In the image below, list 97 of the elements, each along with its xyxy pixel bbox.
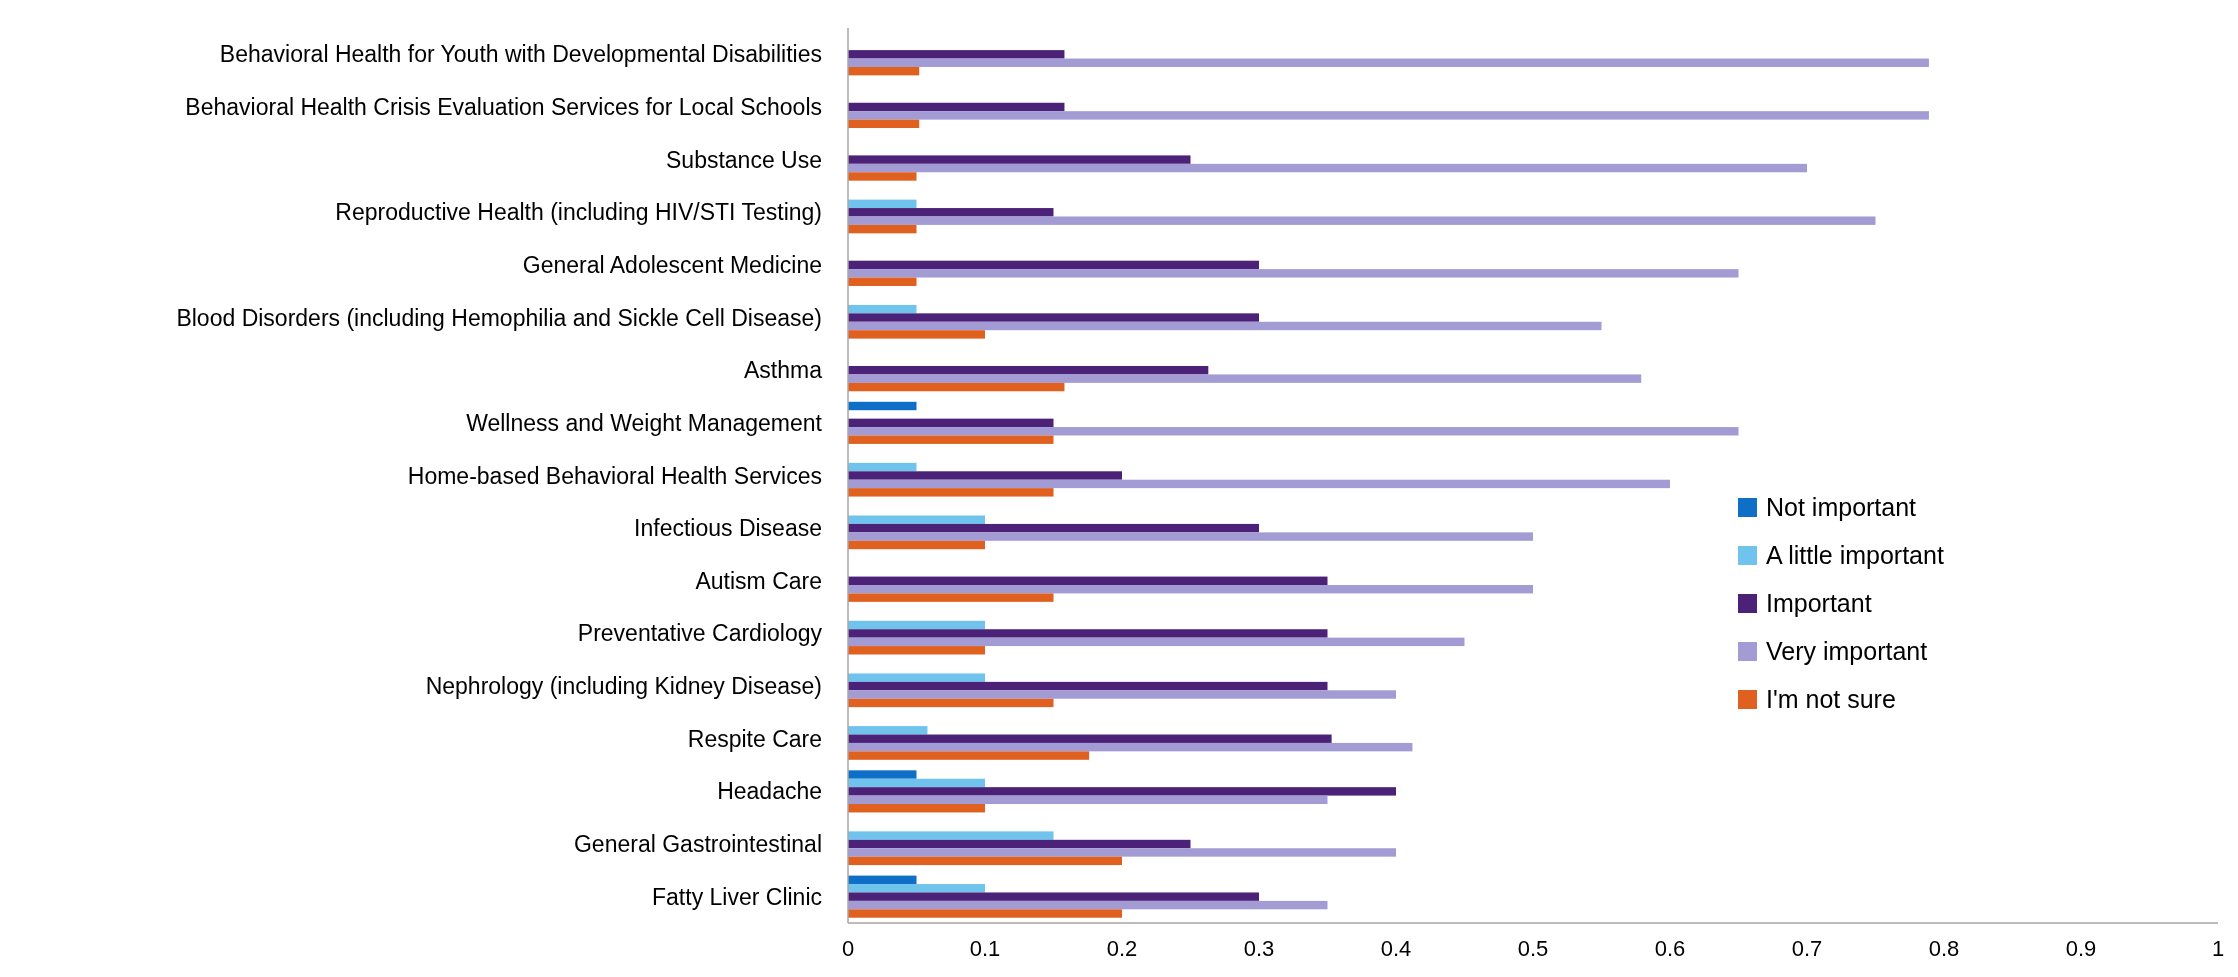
x-tick-label: 0.3 <box>1243 936 1275 961</box>
bar <box>848 795 1328 805</box>
bar <box>848 479 1670 489</box>
bar <box>848 418 1054 428</box>
y-tick-label: General Adolescent Medicine <box>522 251 822 278</box>
bar <box>848 111 1929 120</box>
x-tick-label: 0.1 <box>969 936 1001 961</box>
bar <box>848 593 1054 602</box>
bar <box>848 365 1209 375</box>
bar <box>848 726 928 735</box>
bar <box>848 856 1122 866</box>
y-tick-label: Behavioral Health for Youth with Developmental Disabilities <box>219 41 822 68</box>
bar <box>848 900 1328 910</box>
bar <box>848 532 1533 541</box>
bar <box>848 382 1065 392</box>
bar <box>848 321 1602 331</box>
bar <box>848 629 1328 638</box>
bar <box>848 58 1929 67</box>
bar <box>848 848 1396 857</box>
legend-label: A little important <box>1766 541 1944 569</box>
x-tick-label: 0 <box>841 936 855 961</box>
bar <box>848 540 985 550</box>
y-tick-label: Infectious Disease <box>634 515 822 542</box>
bar <box>848 646 985 655</box>
bar <box>848 401 917 411</box>
bar <box>848 313 1259 322</box>
bar <box>848 523 1259 533</box>
bar <box>848 892 1259 901</box>
y-tick-label: Respite Care <box>687 725 822 752</box>
bar <box>848 673 985 682</box>
bar <box>848 216 1876 225</box>
bar <box>848 698 1054 708</box>
bar <box>848 585 1533 594</box>
bar <box>848 277 917 286</box>
bar <box>848 155 1191 164</box>
x-tick-label: 0.5 <box>1517 936 1549 961</box>
bar <box>848 778 985 788</box>
legend-label: Important <box>1766 589 1872 617</box>
bar <box>848 831 1054 840</box>
bar <box>848 839 1191 849</box>
y-tick-label: Blood Disorders (including Hemophilia and Sickle Cell Disease) <box>176 304 822 331</box>
y-tick-label: Substance Use <box>666 146 822 173</box>
bar <box>848 681 1328 691</box>
legend-label: I'm not sure <box>1766 685 1896 713</box>
bar <box>848 875 917 885</box>
bar <box>848 199 917 209</box>
legend-label: Very important <box>1766 637 1928 665</box>
bar <box>848 269 1739 278</box>
x-tick-label: 0.8 <box>1928 936 1960 961</box>
bar <box>848 770 917 779</box>
bar <box>848 330 985 339</box>
bar <box>848 804 985 813</box>
x-tick-label: 0.7 <box>1791 936 1823 961</box>
bar <box>848 427 1739 436</box>
bar <box>848 102 1065 112</box>
y-tick-label: Autism Care <box>695 567 822 594</box>
bar <box>848 488 1054 497</box>
bar <box>848 224 917 234</box>
y-tick-label: Home-based Behavioral Health Services <box>407 462 822 489</box>
bar <box>848 576 1328 586</box>
x-tick-label: 0.6 <box>1654 936 1686 961</box>
bar <box>848 742 1413 752</box>
y-tick-label: Wellness and Weight Management <box>466 409 823 436</box>
bar <box>848 50 1065 59</box>
y-tick-label: Preventative Cardiology <box>577 620 823 647</box>
bar <box>848 751 1090 760</box>
x-tick-label: 0.4 <box>1380 936 1412 961</box>
bar <box>848 637 1465 647</box>
y-tick-label: Nephrology (including Kidney Disease) <box>425 673 822 700</box>
bar <box>848 172 917 181</box>
bar <box>848 163 1807 173</box>
y-tick-label: Asthma <box>744 357 823 384</box>
bar <box>848 471 1122 480</box>
y-tick-label: Fatty Liver Clinic <box>652 883 822 910</box>
bar <box>848 435 1054 444</box>
y-tick-label: Behavioral Health Crisis Evaluation Services for Local Schools <box>185 93 822 120</box>
bar <box>848 119 920 129</box>
bar <box>848 462 917 472</box>
y-tick-label: Headache <box>717 778 822 805</box>
bar <box>848 304 917 314</box>
bar <box>848 208 1054 217</box>
x-tick-label: 0.9 <box>2065 936 2097 961</box>
bar <box>848 787 1396 796</box>
bar <box>848 260 1259 270</box>
legend-label: Not important <box>1766 493 1917 521</box>
bar <box>848 620 985 630</box>
bar <box>848 909 1122 918</box>
x-tick-label: 1 <box>2211 936 2225 961</box>
y-tick-label: General Gastrointestinal <box>573 831 822 858</box>
bar <box>848 374 1642 383</box>
x-tick-label: 0.2 <box>1106 936 1138 961</box>
bar <box>848 66 920 76</box>
bar <box>848 690 1396 699</box>
y-tick-label: Reproductive Health (including HIV/STI Testing) <box>335 199 822 226</box>
bar <box>848 884 985 893</box>
bar <box>848 734 1332 743</box>
bar <box>848 515 985 524</box>
